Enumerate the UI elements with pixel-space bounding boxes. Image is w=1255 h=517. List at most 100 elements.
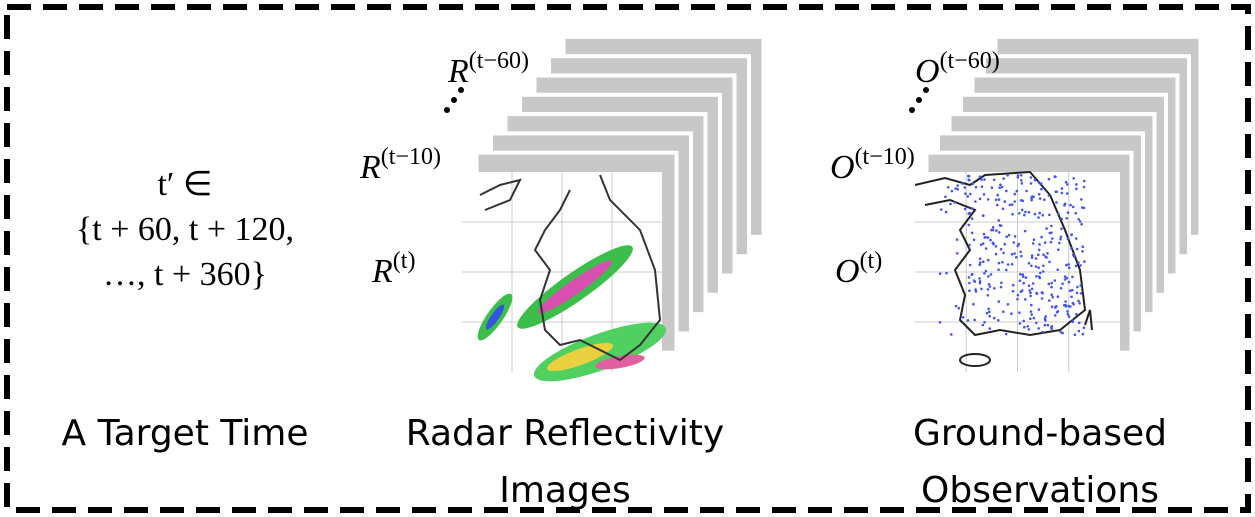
- station-dot: [1046, 252, 1049, 255]
- station-dot: [1050, 293, 1053, 296]
- station-dot: [1030, 265, 1033, 268]
- station-dot: [1065, 217, 1068, 220]
- station-dot: [1028, 262, 1031, 265]
- station-dot: [983, 236, 986, 239]
- station-dot: [992, 226, 995, 229]
- station-dot: [978, 263, 981, 266]
- station-dot: [1021, 182, 1024, 185]
- station-dot: [1013, 241, 1016, 244]
- station-dot: [1030, 313, 1033, 316]
- label-base: R: [359, 149, 381, 186]
- station-dot: [989, 239, 992, 242]
- label-superscript: (t): [860, 248, 883, 274]
- station-dot: [1083, 260, 1086, 263]
- station-dot: [971, 273, 974, 276]
- station-dot: [1039, 272, 1042, 275]
- station-dot: [987, 236, 990, 239]
- station-dot: [1056, 311, 1059, 314]
- station-dot: [1061, 187, 1064, 190]
- station-dot: [951, 190, 954, 193]
- station-dot: [1033, 317, 1036, 320]
- station-dot: [983, 193, 986, 196]
- station-dot: [1057, 212, 1060, 215]
- station-dot: [998, 198, 1001, 201]
- station-dot: [1083, 326, 1086, 329]
- station-dot: [982, 324, 985, 327]
- station-dot: [1064, 278, 1067, 281]
- station-dot: [991, 186, 994, 189]
- station-dot: [1038, 212, 1041, 215]
- station-dot: [1038, 249, 1041, 252]
- station-dot: [1065, 264, 1068, 267]
- station-dot: [949, 203, 952, 206]
- station-dot: [996, 194, 999, 197]
- station-dot: [998, 186, 1001, 189]
- expression-line: {t + 60, t + 120,: [76, 211, 294, 248]
- station-dot: [1080, 198, 1083, 201]
- station-dot: [1075, 265, 1078, 268]
- station-dot: [1020, 174, 1023, 177]
- station-dot: [1037, 216, 1040, 219]
- station-dot: [1050, 241, 1053, 244]
- station-dot: [1064, 203, 1067, 206]
- station-dot: [968, 244, 971, 247]
- station-dot: [1076, 292, 1079, 295]
- station-dot: [1059, 238, 1062, 241]
- station-dot: [995, 229, 998, 232]
- station-dot: [993, 179, 996, 182]
- station-dot: [1041, 331, 1044, 334]
- station-dot: [999, 184, 1002, 187]
- station-dot: [1053, 175, 1056, 178]
- station-dot: [979, 261, 982, 264]
- station-dot: [1039, 277, 1042, 280]
- station-dot: [956, 188, 959, 191]
- station-dot: [1048, 283, 1051, 286]
- station-dot: [1038, 243, 1041, 246]
- station-dot: [1028, 211, 1031, 214]
- station-dot: [1075, 237, 1078, 240]
- station-dot: [1066, 192, 1069, 195]
- station-dot: [1018, 212, 1021, 215]
- station-dot: [1017, 176, 1020, 179]
- station-dot: [971, 217, 974, 220]
- station-dot: [995, 199, 998, 202]
- station-dot: [1031, 254, 1034, 257]
- station-dot: [1011, 203, 1014, 206]
- station-dot: [980, 288, 983, 291]
- station-dot: [983, 178, 986, 181]
- station-dot: [990, 229, 993, 232]
- station-dot: [1021, 289, 1024, 292]
- station-dot: [1055, 190, 1058, 193]
- station-dot: [1017, 294, 1020, 297]
- station-dot: [964, 192, 967, 195]
- station-dot: [1064, 300, 1067, 303]
- station-dot: [1040, 236, 1043, 239]
- station-dot: [998, 231, 1001, 234]
- station-dot: [1022, 273, 1025, 276]
- station-dot: [1078, 330, 1081, 333]
- station-dot: [1004, 200, 1007, 203]
- station-dot: [1028, 289, 1031, 292]
- station-dot: [998, 262, 1001, 265]
- station-dot: [1019, 279, 1022, 282]
- station-dot: [1031, 195, 1034, 198]
- station-dot: [1061, 218, 1064, 221]
- station-dot: [1051, 305, 1054, 308]
- station-dot: [989, 285, 992, 288]
- station-dot: [1082, 245, 1085, 248]
- station-dot: [1023, 214, 1026, 217]
- station-dot: [978, 277, 981, 280]
- station-dot: [1048, 261, 1051, 264]
- station-dot: [1054, 279, 1057, 282]
- station-dot: [983, 272, 986, 275]
- station-dot: [1070, 247, 1073, 250]
- station-dot: [1075, 313, 1078, 316]
- station-dot: [956, 238, 959, 241]
- station-dot: [1020, 199, 1023, 202]
- station-dot: [1067, 211, 1070, 214]
- expression-line: …, t + 360}: [103, 256, 267, 293]
- station-dot: [1035, 257, 1038, 260]
- station-dot: [1022, 282, 1025, 285]
- label-base: O: [915, 53, 940, 90]
- station-dot: [1078, 322, 1081, 325]
